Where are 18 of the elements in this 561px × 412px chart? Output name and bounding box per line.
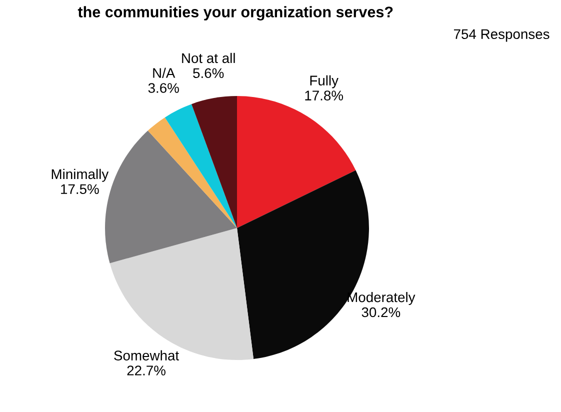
data-label: 30.2%: [362, 307, 400, 318]
pie-slice: [164, 104, 237, 228]
pie-slice: [110, 228, 254, 360]
data-label: 17.8%: [305, 90, 344, 100]
slice-label: Not at all: [182, 52, 235, 64]
data-label: 5.6%: [193, 68, 224, 78]
chart-title: the communities your organization serves?: [78, 6, 393, 20]
data-label: 17.5%: [61, 184, 99, 194]
pie-slice: [192, 96, 237, 228]
slice-label: Minimally: [52, 168, 109, 182]
pie-slice: [148, 117, 237, 228]
slice-label: Moderately: [348, 292, 416, 305]
data-label: 22.7%: [127, 366, 166, 376]
slice-label: Fully: [310, 75, 338, 88]
slice-label: Somewhat: [114, 350, 179, 360]
data-label: 3.6%: [148, 83, 179, 93]
text: 754 Responses: [454, 29, 550, 42]
slice-label: N/A: [153, 68, 176, 78]
